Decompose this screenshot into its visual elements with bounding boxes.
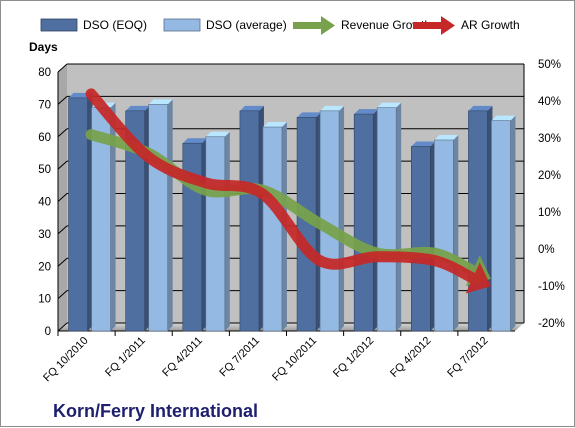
y-right-tick-label: 50% [538,59,561,71]
bar-dso-eoq [239,105,264,332]
plot-floor [58,323,524,331]
bar-dso-eoq [68,92,93,332]
legend-label: DSO (average) [206,18,287,32]
bar-dso-average [491,115,516,332]
y-left-tick-label: 80 [38,67,51,79]
bars [68,92,516,332]
legend-item-dso-eoq-: DSO (EOQ) [40,18,147,32]
bar-dso-average [319,105,345,332]
y-right-tick-label: 40% [538,96,561,108]
gridline-depth [57,257,68,267]
arrowhead [465,262,491,294]
gridline-depth [57,63,68,73]
x-tick-label: FQ 10/2011 [270,335,319,384]
gridline-depth [57,128,68,138]
gridline-depth [57,193,68,202]
y-axis-title: Days [29,40,58,54]
ar-growth-line [85,88,491,294]
bar-dso-eoq [182,138,207,332]
x-tick-label: FQ 1/2012 [331,335,376,380]
bar-dso-eoq [125,105,150,332]
y-left-tick-label: 60 [38,132,51,144]
bar-dso-average [376,102,402,332]
y-left-tick-label: 30 [38,229,51,241]
y-right-tick-label: 20% [538,170,561,182]
x-tick-label: FQ 7/2011 [217,335,262,380]
gridline-depth [57,322,68,332]
y-right-tick-label: 30% [538,133,561,145]
y-left-tick-label: 70 [38,99,51,111]
growth-lines [85,88,491,294]
legend-swatch [40,18,78,32]
bar-dso-average [148,99,173,332]
x-tick-label: FQ 7/2012 [445,335,490,380]
bar-dso-average [91,102,116,332]
y-right-tick-label: -20% [538,318,565,330]
legend-label: Revenue Growth [341,18,431,32]
gridline-depth [57,160,68,170]
legend-swatch [413,22,443,29]
chart-title: Korn/Ferry International [53,401,258,421]
x-axis-ticks: FQ 10/2010 FQ 1/2011 FQ 4/2011 FQ 7/2011 FQ … [41,331,491,385]
bar-dso-eoq [468,105,493,332]
legend-item-dso-average-: DSO (average) [163,18,287,32]
y-left-tick-label: 20 [38,261,51,273]
bar-dso-average [205,131,230,332]
y-axis-left-ticks: 0 10 20 30 40 50 60 70 80 [38,67,51,338]
x-tick-label: FQ 10/2010 [41,335,91,385]
gridline-depth [57,225,68,235]
x-tick-label: FQ 4/2012 [388,335,433,380]
bar-dso-eoq [353,109,379,332]
gridline-depth [57,96,68,105]
legend-swatch [293,22,323,29]
y-right-tick-label: -10% [538,281,565,293]
y-right-tick-label: 10% [538,207,561,219]
y-left-tick-label: 40 [38,197,51,209]
bar-dso-average [434,134,459,332]
y-left-tick-label: 0 [45,326,51,338]
x-tick-label: FQ 4/2011 [160,335,205,380]
legend: DSO (EOQ) DSO (average) Revenue Growth AR G… [40,16,520,35]
y-left-tick-label: 10 [38,294,51,306]
bar-dso-eoq [411,141,436,332]
y-axis-right-ticks: -20% -10% 0% 10% 20% 30% 40% 50% [538,59,565,330]
legend-swatch [163,18,201,32]
x-tick-label: FQ 1/2011 [103,335,148,380]
gridline-depth [57,290,68,299]
legend-label: AR Growth [461,18,520,32]
legend-item-revenue-growth: Revenue Growth [293,16,431,35]
legend-item-ar-growth: AR Growth [413,16,520,35]
y-right-tick-label: 0% [538,244,555,256]
y-left-tick-label: 50 [38,164,51,176]
legend-label: DSO (EOQ) [83,18,147,32]
